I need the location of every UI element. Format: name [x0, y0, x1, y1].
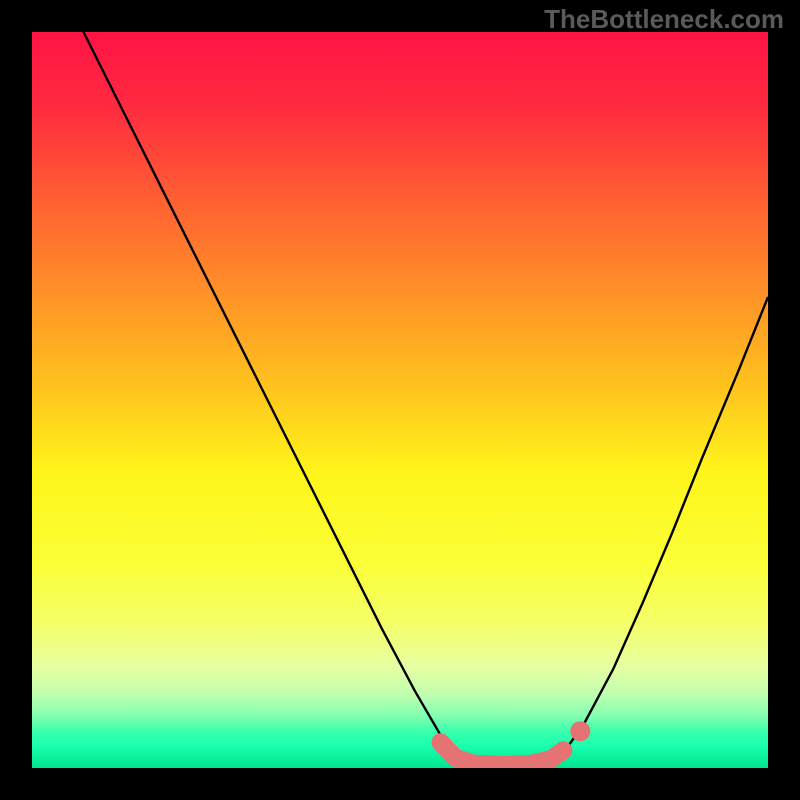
- chart-stage: TheBottleneck.com: [0, 0, 800, 800]
- plot-border-left: [0, 0, 32, 800]
- plot-border-right: [768, 0, 800, 800]
- highlight-end-dot: [570, 721, 590, 741]
- gradient-background: [32, 32, 768, 768]
- watermark-text: TheBottleneck.com: [544, 4, 784, 35]
- plot-border-bottom: [0, 768, 800, 800]
- chart-svg: [0, 0, 800, 800]
